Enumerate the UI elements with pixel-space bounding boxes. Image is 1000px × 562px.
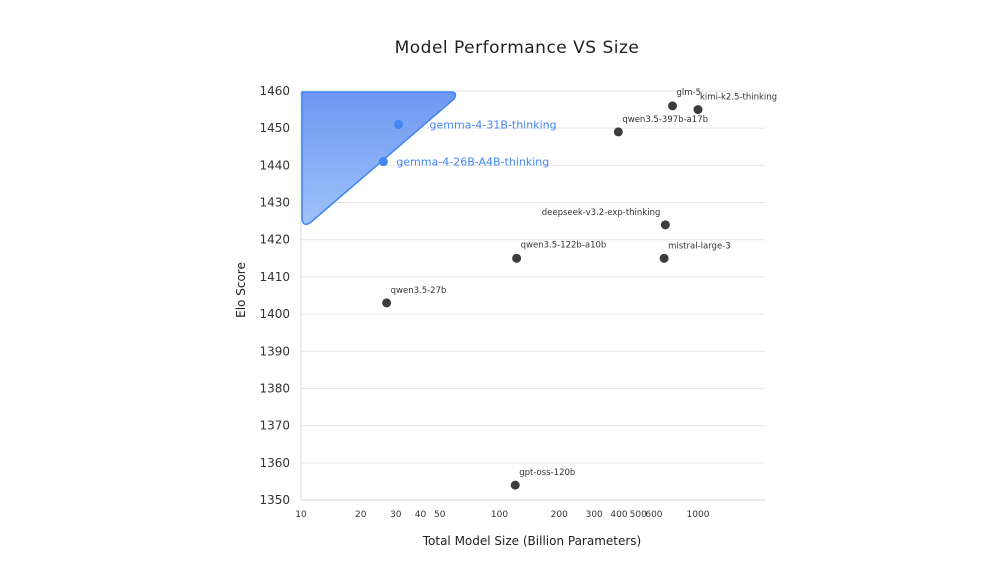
y-axis-label: Elo Score	[234, 262, 248, 318]
y-tick-label: 1390	[259, 344, 290, 358]
x-tick-label: 10	[295, 510, 307, 520]
data-point-label: mistral-large-3	[668, 241, 731, 251]
x-axis-label: Total Model Size (Billion Parameters)	[422, 534, 642, 548]
data-point-label: deepseek-v3.2-exp-thinking	[542, 208, 661, 218]
y-tick-label: 1450	[259, 121, 290, 135]
x-tick-label: 30	[390, 510, 402, 520]
chart-title: Model Performance VS Size	[395, 38, 640, 58]
y-tick-label: 1410	[259, 270, 290, 284]
x-tick-label: 500	[630, 510, 647, 520]
x-tick-label: 1000	[687, 510, 710, 520]
data-point-label: gpt-oss-120b	[519, 468, 575, 478]
x-tick-label: 600	[645, 510, 662, 520]
y-tick-label: 1380	[259, 381, 290, 395]
x-tick-label: 100	[491, 510, 508, 520]
x-tick-label: 20	[355, 510, 367, 520]
x-tick-label: 40	[415, 510, 427, 520]
data-point-label: gemma-4-31B-thinking	[430, 118, 557, 131]
x-tick-label: 200	[551, 510, 568, 520]
x-tick-label: 300	[586, 510, 603, 520]
x-tick-label: 50	[434, 510, 446, 520]
y-tick-label: 1400	[259, 307, 290, 321]
data-point-label: qwen3.5-122b-a10b	[521, 240, 607, 250]
data-point	[394, 119, 404, 129]
y-tick-label: 1460	[259, 84, 290, 98]
y-tick-label: 1420	[259, 233, 290, 247]
data-point	[659, 253, 669, 263]
y-tick-label: 1440	[259, 158, 290, 172]
data-point-label: gemma-4-26B-A4B-thinking	[396, 156, 549, 169]
y-tick-label: 1360	[259, 456, 290, 470]
data-point	[613, 127, 623, 137]
data-point	[378, 157, 388, 167]
data-point	[382, 298, 392, 308]
data-point	[693, 105, 703, 115]
y-tick-label: 1370	[259, 419, 290, 433]
data-point	[510, 480, 520, 490]
x-tick-label: 400	[610, 510, 627, 520]
data-point-label: glm-5	[677, 88, 702, 98]
y-tick-label: 1350	[259, 493, 290, 507]
data-point-label: kimi-k2.5-thinking	[700, 93, 777, 103]
data-points: gemma-4-31B-thinking gemma-4-26B-A4B-thin…	[378, 88, 777, 490]
y-ticks: 1350 1360 1370 1380 1390 1400 1410 1420 1430 1440…	[259, 84, 290, 507]
data-point-label: qwen3.5-397b-a17b	[622, 115, 708, 125]
data-point-label: qwen3.5-27b	[391, 286, 447, 296]
data-point	[660, 220, 670, 230]
y-tick-label: 1430	[259, 196, 290, 210]
data-point	[668, 101, 678, 111]
data-point	[512, 253, 522, 263]
